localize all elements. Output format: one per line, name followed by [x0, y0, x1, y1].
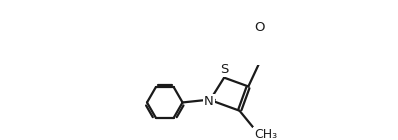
Text: N: N — [204, 95, 214, 108]
Text: CH₃: CH₃ — [254, 128, 277, 140]
Text: O: O — [255, 21, 265, 34]
Text: S: S — [220, 63, 228, 76]
